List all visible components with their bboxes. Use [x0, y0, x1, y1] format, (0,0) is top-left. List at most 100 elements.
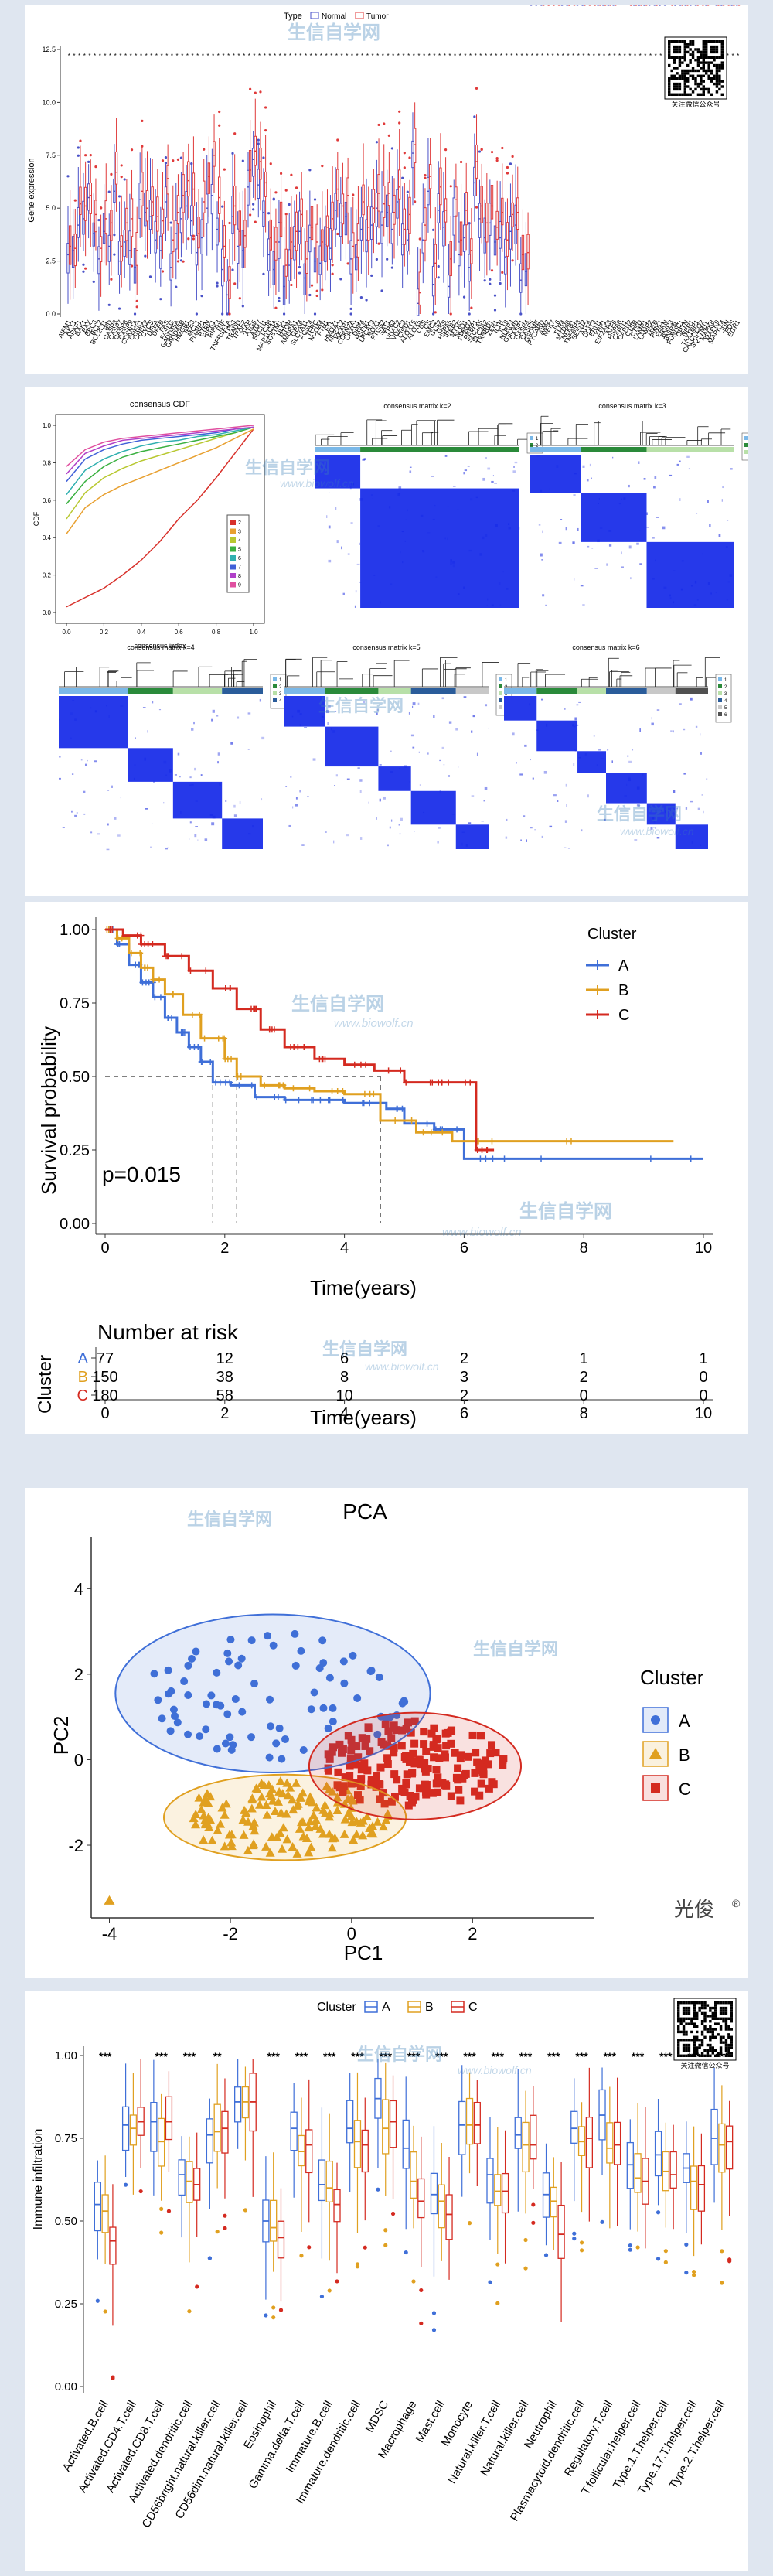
outlier-point — [169, 221, 172, 224]
qr-module — [727, 2017, 730, 2020]
outlier-point — [327, 2288, 332, 2293]
pca-point-b — [282, 1834, 292, 1844]
qr-module — [717, 2022, 720, 2025]
qr-module — [711, 2030, 714, 2034]
pca-point-c — [451, 1749, 459, 1757]
pca-point-b — [267, 1784, 278, 1793]
box — [403, 208, 407, 245]
pca-point-b — [274, 1796, 284, 1806]
qr-module — [696, 2046, 699, 2049]
qr-module — [711, 2028, 714, 2031]
qr-module — [730, 2020, 733, 2023]
significance-star: * — [346, 53, 348, 60]
matrix-noise — [492, 475, 494, 477]
outlier-point — [583, 5, 586, 6]
pca-point-c — [428, 1789, 437, 1797]
box — [389, 2100, 397, 2148]
outlier-point — [449, 312, 452, 316]
significance-star: *** — [183, 2050, 196, 2063]
qr-module — [676, 56, 679, 59]
outlier-point — [684, 5, 687, 6]
outlier-point — [279, 172, 283, 175]
matrix-noise — [484, 786, 488, 790]
qr-module — [700, 56, 703, 59]
risk-x-tick-label: 8 — [580, 1405, 588, 1422]
significance-star: * — [268, 53, 271, 60]
qr-module — [682, 2054, 686, 2057]
qr-module — [668, 80, 671, 83]
qr-module — [696, 2030, 699, 2034]
outlier-point — [103, 2309, 107, 2314]
panel-gene-expression: Type Normal Tumor 生信自学网 0.0 2.5 5.0 7.5 10.0… — [25, 5, 748, 374]
box — [94, 200, 97, 233]
qr-module — [707, 77, 710, 80]
qr-module — [685, 2054, 688, 2057]
qr-module — [694, 82, 697, 86]
significance-star: * — [315, 53, 317, 60]
legend-normal-label: Normal — [322, 12, 346, 21]
risk-value: 77 — [97, 1350, 114, 1367]
pca-point-a — [225, 1657, 233, 1666]
risk-value: 1 — [580, 1350, 588, 1367]
qr-module — [677, 2017, 680, 2020]
outlier-point — [187, 2309, 192, 2314]
box — [318, 2159, 326, 2202]
pca-point-c — [346, 1772, 354, 1780]
pca-point-c — [458, 1774, 467, 1783]
pca-point-c — [407, 1728, 415, 1737]
outlier-point — [271, 2315, 276, 2320]
significance-star: * — [206, 53, 209, 60]
matrix-noise — [578, 701, 581, 703]
pca-point-c — [420, 1728, 428, 1736]
cdf-legend-label: 2 — [238, 520, 241, 526]
qr-module — [682, 2001, 686, 2005]
matrix-noise — [505, 836, 508, 839]
matrix-noise — [557, 800, 559, 803]
qr-module — [696, 69, 700, 73]
qr-module — [673, 77, 676, 80]
censor-mark — [180, 1029, 187, 1036]
pca-point-b — [257, 1779, 267, 1788]
significance-star: * — [531, 53, 533, 60]
matrix-noise — [582, 465, 585, 468]
box — [501, 2172, 509, 2214]
matrix-noise — [328, 559, 332, 563]
matrix-noise — [512, 470, 516, 473]
outlier-point — [82, 263, 85, 266]
box — [210, 183, 214, 215]
pca-point-a — [266, 1695, 274, 1704]
matrix-noise — [534, 829, 536, 831]
matrix-block — [128, 748, 173, 782]
qr-module — [703, 2028, 707, 2031]
box — [402, 2119, 410, 2169]
cluster-bar-segment — [646, 447, 734, 452]
qr-module — [673, 85, 676, 88]
qr-module — [707, 63, 710, 67]
matrix-legend-swatch — [499, 691, 502, 695]
qr-module — [693, 2046, 696, 2049]
qr-module — [693, 2001, 696, 2005]
outlier-point — [401, 176, 404, 179]
qr-module — [724, 2017, 728, 2020]
significance-star: * — [264, 53, 266, 60]
box — [372, 189, 376, 223]
matrix-block — [360, 488, 519, 608]
box — [550, 2186, 557, 2218]
qr-module — [683, 74, 686, 77]
pca-point-c — [356, 1781, 365, 1790]
matrix-block — [606, 773, 647, 804]
matrix-noise — [409, 466, 412, 468]
outlier-point — [408, 156, 411, 159]
qr-module — [686, 63, 690, 67]
outlier-point — [434, 311, 437, 314]
pca-legend: Cluster ABC — [640, 1666, 704, 1801]
matrix-noise — [211, 822, 215, 826]
matrix-noise — [259, 698, 261, 702]
qr-module — [668, 77, 671, 80]
significance-star: * — [330, 53, 332, 60]
legend-label: C — [468, 2001, 478, 2014]
censor-mark — [149, 941, 156, 947]
significance-star: * — [562, 53, 564, 60]
censor-mark — [248, 1082, 255, 1089]
